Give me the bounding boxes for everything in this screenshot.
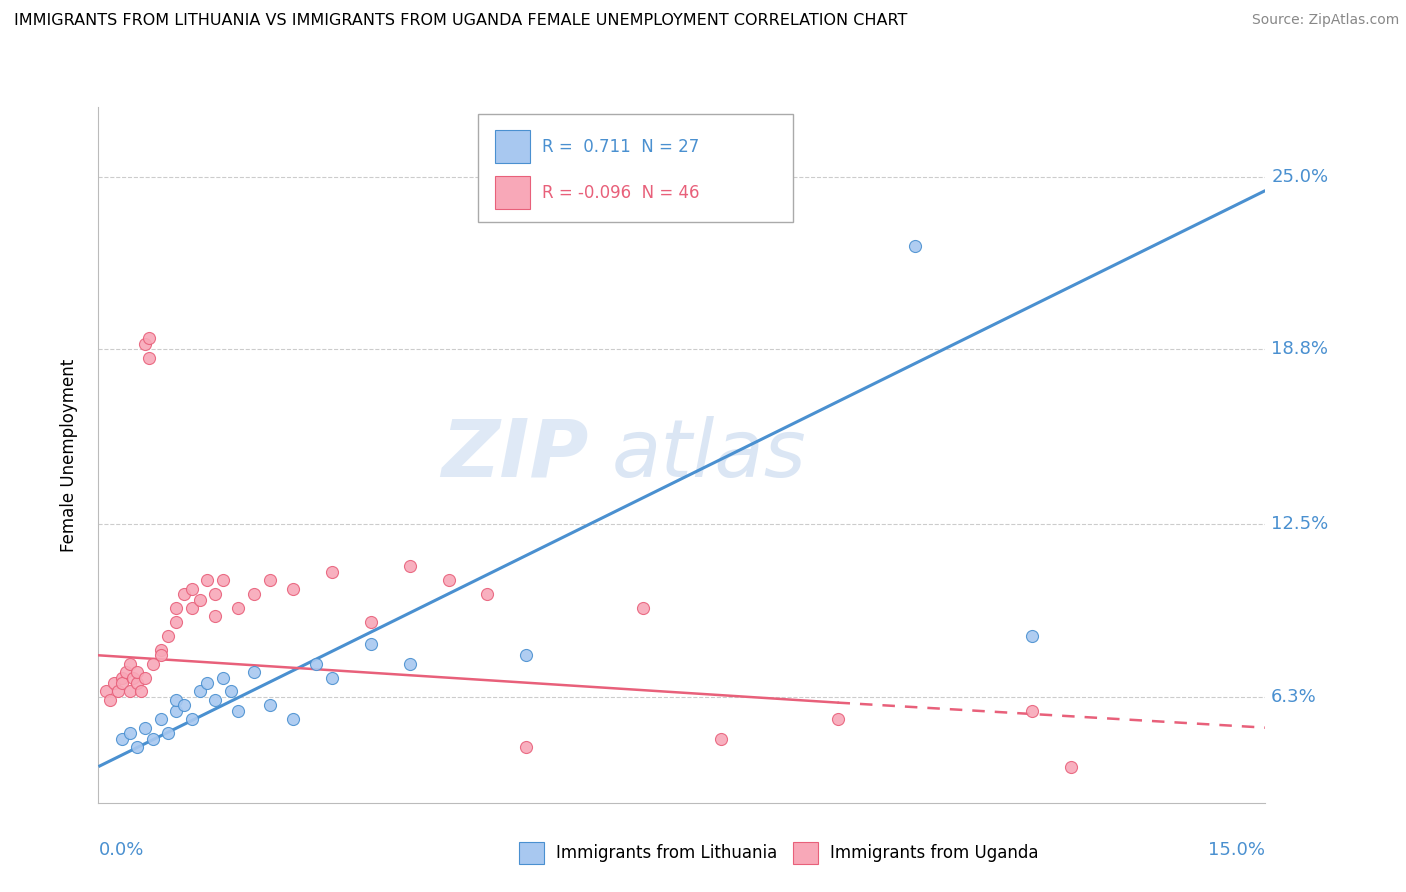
- Point: [321, 565, 343, 579]
- Point: [259, 698, 281, 713]
- Text: 25.0%: 25.0%: [1271, 168, 1329, 186]
- Point: [477, 587, 499, 601]
- Point: [188, 592, 211, 607]
- Point: [360, 615, 382, 629]
- Point: [398, 657, 420, 671]
- Point: [98, 693, 121, 707]
- Point: [127, 676, 149, 690]
- FancyBboxPatch shape: [478, 114, 793, 222]
- Point: [129, 684, 152, 698]
- Point: [398, 559, 420, 574]
- Point: [360, 637, 382, 651]
- Y-axis label: Female Unemployment: Female Unemployment: [59, 359, 77, 551]
- Point: [114, 665, 136, 679]
- Point: [710, 731, 733, 746]
- Point: [515, 648, 537, 663]
- Point: [165, 615, 187, 629]
- Text: R =  0.711  N = 27: R = 0.711 N = 27: [541, 137, 699, 156]
- Point: [212, 671, 235, 685]
- Point: [149, 712, 172, 726]
- Point: [243, 587, 266, 601]
- Point: [281, 582, 304, 596]
- Point: [180, 582, 202, 596]
- Point: [103, 676, 125, 690]
- Point: [228, 704, 250, 718]
- Point: [138, 351, 160, 365]
- Text: Immigrants from Uganda: Immigrants from Uganda: [830, 844, 1039, 862]
- Point: [219, 684, 242, 698]
- Point: [157, 726, 180, 740]
- Text: 0.0%: 0.0%: [98, 841, 143, 859]
- Point: [243, 665, 266, 679]
- Point: [173, 698, 195, 713]
- Point: [122, 671, 145, 685]
- Point: [165, 704, 187, 718]
- Point: [127, 740, 149, 755]
- Point: [228, 601, 250, 615]
- Point: [134, 671, 156, 685]
- Point: [180, 712, 202, 726]
- Point: [142, 657, 165, 671]
- Point: [204, 693, 226, 707]
- Point: [827, 712, 849, 726]
- Point: [195, 676, 218, 690]
- Point: [107, 684, 129, 698]
- Text: 12.5%: 12.5%: [1271, 516, 1329, 533]
- Point: [118, 726, 141, 740]
- Point: [134, 721, 156, 735]
- Text: atlas: atlas: [612, 416, 807, 494]
- Text: 15.0%: 15.0%: [1208, 841, 1265, 859]
- Point: [515, 740, 537, 755]
- Point: [1060, 759, 1083, 773]
- Point: [111, 731, 134, 746]
- Point: [259, 573, 281, 587]
- Point: [111, 676, 134, 690]
- Point: [305, 657, 328, 671]
- Point: [165, 693, 187, 707]
- Point: [195, 573, 218, 587]
- Point: [321, 671, 343, 685]
- Point: [149, 648, 172, 663]
- Point: [212, 573, 235, 587]
- Text: ZIP: ZIP: [441, 416, 589, 494]
- Text: Source: ZipAtlas.com: Source: ZipAtlas.com: [1251, 13, 1399, 28]
- Point: [118, 657, 141, 671]
- Text: 18.8%: 18.8%: [1271, 340, 1329, 359]
- Point: [149, 642, 172, 657]
- Text: R = -0.096  N = 46: R = -0.096 N = 46: [541, 184, 699, 202]
- Point: [904, 239, 927, 253]
- Point: [188, 684, 211, 698]
- Bar: [793, 842, 818, 864]
- Point: [157, 629, 180, 643]
- Bar: [495, 130, 530, 163]
- Bar: [495, 176, 530, 210]
- Point: [138, 331, 160, 345]
- Point: [111, 671, 134, 685]
- Point: [142, 731, 165, 746]
- Point: [180, 601, 202, 615]
- Point: [134, 336, 156, 351]
- Point: [1021, 704, 1043, 718]
- Point: [96, 684, 118, 698]
- Point: [631, 601, 654, 615]
- Text: IMMIGRANTS FROM LITHUANIA VS IMMIGRANTS FROM UGANDA FEMALE UNEMPLOYMENT CORRELAT: IMMIGRANTS FROM LITHUANIA VS IMMIGRANTS …: [14, 13, 907, 29]
- Point: [118, 684, 141, 698]
- Point: [204, 609, 226, 624]
- Point: [281, 712, 304, 726]
- Bar: [519, 842, 544, 864]
- Point: [204, 587, 226, 601]
- Point: [165, 601, 187, 615]
- Text: Immigrants from Lithuania: Immigrants from Lithuania: [555, 844, 778, 862]
- Point: [437, 573, 460, 587]
- Text: 6.3%: 6.3%: [1271, 688, 1317, 706]
- Point: [1021, 629, 1043, 643]
- Point: [173, 587, 195, 601]
- Point: [127, 665, 149, 679]
